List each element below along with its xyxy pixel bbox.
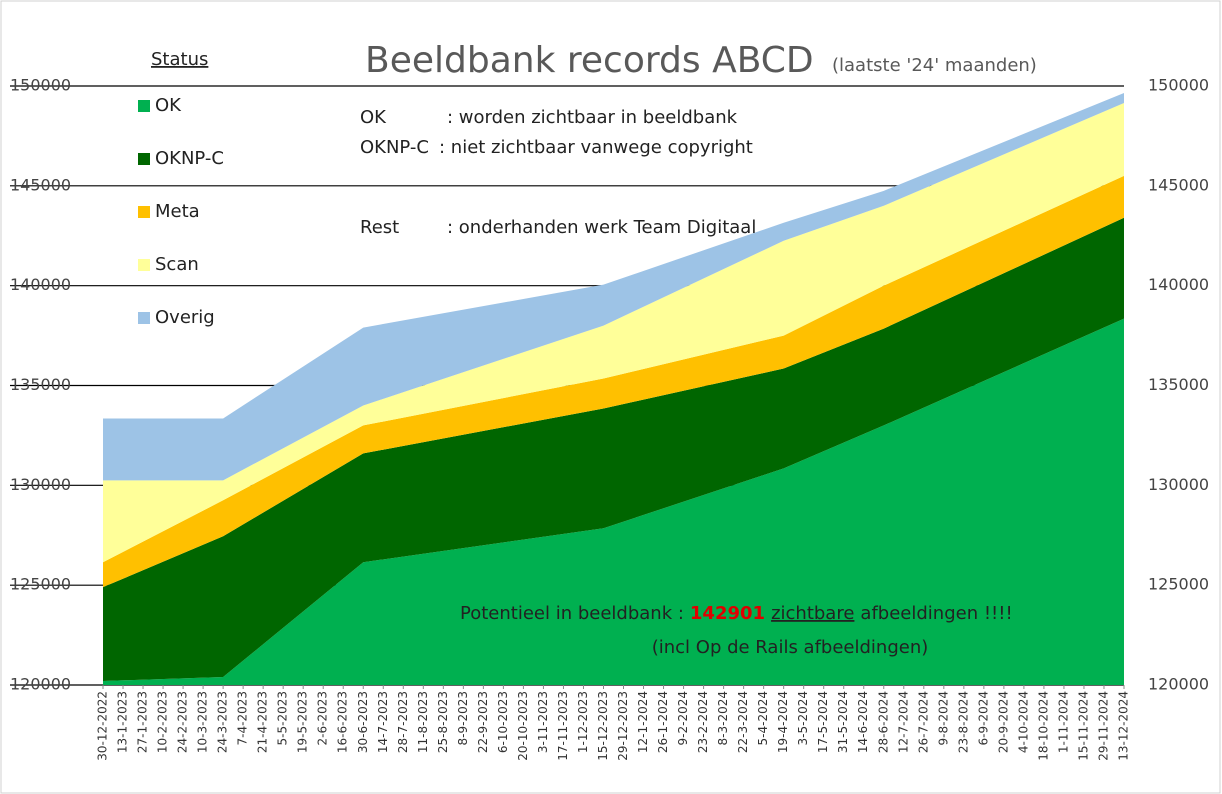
x-tick-label: 17-5-2024 bbox=[816, 691, 830, 753]
legend-swatch bbox=[138, 312, 150, 324]
x-tick-label: 3-11-2023 bbox=[536, 691, 550, 753]
x-tick-label: 10-3-2023 bbox=[196, 691, 210, 753]
x-tick-label: 9-2-2024 bbox=[676, 691, 690, 745]
y-tick-label: 145000 bbox=[10, 175, 71, 194]
x-tick-label: 28-7-2023 bbox=[396, 691, 410, 753]
annotation-term: OK bbox=[360, 107, 387, 128]
x-tick-label: 13-12-2024 bbox=[1117, 691, 1131, 761]
legend-swatch bbox=[138, 206, 150, 218]
annotation-term: Rest bbox=[360, 217, 399, 238]
legend-label: Overig bbox=[155, 307, 215, 328]
x-tick-label: 14-6-2024 bbox=[856, 691, 870, 753]
x-tick-label: 6-9-2024 bbox=[976, 691, 990, 745]
area bbox=[103, 92, 1124, 481]
area bbox=[103, 102, 1124, 563]
legend-label: Scan bbox=[155, 254, 199, 275]
x-tick-label: 9-8-2024 bbox=[936, 691, 950, 745]
x-tick-label: 28-6-2024 bbox=[876, 691, 890, 753]
x-tick-label: 23-2-2024 bbox=[696, 691, 710, 753]
x-tick-label: 17-11-2023 bbox=[556, 691, 570, 761]
x-tick-label: 26-1-2024 bbox=[656, 691, 670, 753]
x-tick-label: 31-5-2024 bbox=[836, 691, 850, 753]
x-tick-label: 20-10-2023 bbox=[516, 691, 530, 761]
area bbox=[103, 175, 1124, 588]
legend-label: OK bbox=[155, 95, 182, 116]
y2-tick-label: 125000 bbox=[1148, 575, 1209, 594]
y-tick-label: 135000 bbox=[10, 375, 71, 394]
note-underlined: zichtbare bbox=[771, 603, 854, 624]
y-tick-label: 150000 bbox=[10, 76, 71, 95]
chart-subtitle: (laatste '24' maanden) bbox=[832, 55, 1037, 76]
y2-tick-label: 130000 bbox=[1148, 475, 1209, 494]
note-highlight: 142901 bbox=[690, 603, 765, 624]
x-tick-label: 22-3-2024 bbox=[736, 691, 750, 753]
area bbox=[103, 318, 1124, 685]
x-tick-label: 30-12-2022 bbox=[96, 691, 110, 761]
x-tick-label: 5-4-2024 bbox=[756, 691, 770, 745]
x-tick-label: 7-4-2023 bbox=[236, 691, 250, 745]
x-tick-label: 18-10-2024 bbox=[1036, 691, 1050, 761]
x-tick-label: 24-2-2023 bbox=[176, 691, 190, 753]
x-tick-label: 15-12-2023 bbox=[596, 691, 610, 761]
y2-tick-label: 145000 bbox=[1148, 175, 1209, 194]
x-tick-label: 19-5-2023 bbox=[296, 691, 310, 753]
legend-swatch bbox=[138, 153, 150, 165]
x-tick-label: 8-9-2023 bbox=[456, 691, 470, 745]
y-tick-label: 140000 bbox=[10, 275, 71, 294]
x-tick-label: 2-6-2023 bbox=[316, 691, 330, 745]
x-tick-label: 3-5-2024 bbox=[796, 691, 810, 745]
x-tick-label: 22-9-2023 bbox=[476, 691, 490, 753]
x-tick-label: 16-6-2023 bbox=[336, 691, 350, 753]
y2-tick-label: 140000 bbox=[1148, 275, 1209, 294]
y2-tick-label: 135000 bbox=[1148, 375, 1209, 394]
legend-swatch bbox=[138, 100, 150, 112]
x-tick-label: 15-11-2024 bbox=[1076, 691, 1090, 761]
x-tick-label: 12-1-2024 bbox=[636, 691, 650, 753]
x-tick-label: 29-12-2023 bbox=[616, 691, 630, 761]
x-tick-label: 11-8-2023 bbox=[416, 691, 430, 753]
x-tick-label: 20-9-2024 bbox=[996, 691, 1010, 753]
legend: OK OKNP-C Meta Scan Overig bbox=[138, 95, 224, 328]
chart-title: Beeldbank records ABCD bbox=[365, 40, 814, 81]
note: Potentieel in beeldbank : 142901 zichtbare… bbox=[460, 603, 1013, 624]
x-tick-label: 6-10-2023 bbox=[496, 691, 510, 753]
x-tick-label: 23-8-2024 bbox=[956, 691, 970, 753]
x-tick-label: 25-8-2023 bbox=[436, 691, 450, 753]
x-tick-label: 14-7-2023 bbox=[376, 691, 390, 753]
area bbox=[103, 217, 1124, 682]
x-tick-label: 27-1-2023 bbox=[136, 691, 150, 753]
x-tick-label: 1-11-2024 bbox=[1056, 691, 1070, 753]
x-tick-label: 5-5-2023 bbox=[276, 691, 290, 745]
x-tick-label: 4-10-2024 bbox=[1016, 691, 1030, 753]
x-tick-label: 24-3-2023 bbox=[216, 691, 230, 753]
x-tick-label: 29-11-2024 bbox=[1096, 691, 1110, 761]
y-tick-label: 130000 bbox=[10, 475, 71, 494]
x-tick-label: 26-7-2024 bbox=[916, 691, 930, 753]
annotation-text: : niet zichtbaar vanwege copyright bbox=[439, 137, 753, 158]
x-tick-label: 21-4-2023 bbox=[256, 691, 270, 753]
legend-title: Status bbox=[151, 49, 208, 70]
y2-tick-label: 120000 bbox=[1148, 675, 1209, 694]
y2-tick-label: 150000 bbox=[1148, 76, 1209, 95]
x-tick-label: 19-4-2024 bbox=[776, 691, 790, 753]
x-tick-label: 12-7-2024 bbox=[896, 691, 910, 753]
x-tick-label: 13-1-2023 bbox=[116, 691, 130, 753]
annotation-term: OKNP-C bbox=[360, 137, 429, 158]
areas bbox=[103, 92, 1124, 685]
y-tick-label: 120000 bbox=[10, 675, 71, 694]
legend-swatch bbox=[138, 259, 150, 271]
legend-label: OKNP-C bbox=[155, 148, 224, 169]
x-tick-label: 30-6-2023 bbox=[356, 691, 370, 753]
annotation-text: : worden zichtbaar in beeldbank bbox=[447, 107, 738, 128]
note-2: (incl Op de Rails afbeeldingen) bbox=[652, 637, 929, 658]
x-tick-label: 10-2-2023 bbox=[156, 691, 170, 753]
x-tick-label: 8-3-2024 bbox=[716, 691, 730, 745]
annotation-text: : onderhanden werk Team Digitaal bbox=[447, 217, 756, 238]
note-suffix: afbeeldingen !!!! bbox=[860, 603, 1012, 624]
legend-label: Meta bbox=[155, 201, 200, 222]
x-tick-label: 1-12-2023 bbox=[576, 691, 590, 753]
note-prefix: Potentieel in beeldbank : bbox=[460, 603, 684, 624]
y-tick-label: 125000 bbox=[10, 575, 71, 594]
